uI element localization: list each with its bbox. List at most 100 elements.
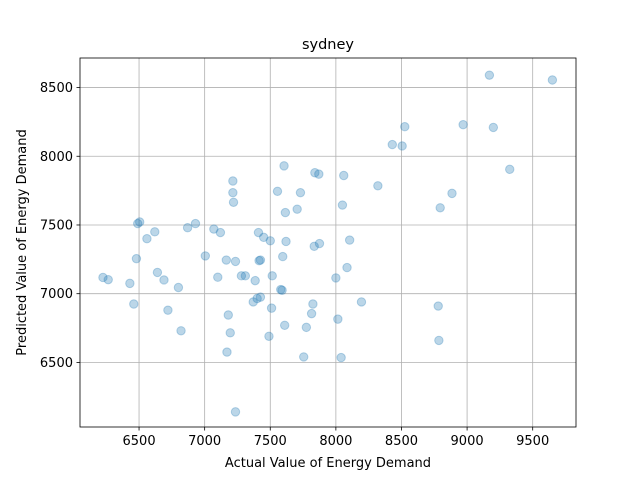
scatter-point <box>309 241 319 251</box>
scatter-point <box>215 227 226 238</box>
plot-frame <box>79 57 577 428</box>
scatter-point <box>339 170 349 181</box>
scatter-point <box>281 236 291 247</box>
scatter-point <box>314 169 324 179</box>
scatter-point <box>248 297 258 307</box>
scatter-point <box>277 285 287 295</box>
scatter-point <box>435 203 445 213</box>
scatter-point <box>133 218 143 229</box>
scatter-point <box>152 267 163 278</box>
scatter-point <box>331 273 341 283</box>
scatter-point <box>447 188 457 199</box>
scatter-point <box>356 297 367 307</box>
scatter-point <box>98 272 108 283</box>
x-ticks: 6500 7000 7500 8000 8500 9000 9500 <box>123 427 549 449</box>
scatter-point <box>373 181 383 191</box>
scatter-point <box>209 224 219 234</box>
scatter-point <box>433 301 443 311</box>
scatter-point <box>221 255 232 265</box>
chart-title: sydney <box>302 37 354 53</box>
scatter-point <box>230 407 241 417</box>
scatter-point <box>255 255 266 265</box>
scatter-point <box>213 272 223 282</box>
scatter-point <box>306 308 317 319</box>
points-layer <box>98 70 558 417</box>
y-tick-label: 7000 <box>40 287 73 302</box>
scatter-point <box>173 282 184 293</box>
scatter-point <box>200 251 211 261</box>
scatter-point <box>163 305 173 315</box>
scatter-point <box>295 187 306 198</box>
y-tick-label: 8500 <box>40 81 73 96</box>
scatter-point <box>278 251 288 262</box>
scatter-point <box>236 271 247 281</box>
x-tick-label: 7000 <box>188 434 221 449</box>
y-tick-label: 8000 <box>40 150 73 165</box>
scatter-point <box>125 278 135 289</box>
grid-layer <box>80 58 576 427</box>
scatter-point <box>240 271 251 281</box>
y-tick-label: 7500 <box>40 218 73 233</box>
scatter-point <box>253 227 264 238</box>
scatter-point <box>336 352 346 363</box>
scatter-point <box>299 352 309 362</box>
x-axis-title: Actual Value of Energy Demand <box>225 456 431 471</box>
scatter-point <box>259 232 269 243</box>
scatter-point <box>131 253 142 264</box>
scatter-point <box>264 331 274 341</box>
scatter-point <box>505 164 515 175</box>
scatter-point <box>182 223 193 233</box>
scatter-point <box>387 139 397 150</box>
scatter-point <box>310 168 320 178</box>
scatter-point <box>228 187 238 198</box>
scatter-point <box>265 236 275 246</box>
scatter-point <box>190 218 201 229</box>
scatter-point <box>255 292 266 302</box>
x-tick-label: 8500 <box>385 434 418 449</box>
scatter-point <box>142 234 152 244</box>
scatter-point <box>458 119 468 130</box>
x-tick-label: 9500 <box>516 434 549 449</box>
scatter-point <box>279 161 289 171</box>
x-tick-label: 8000 <box>319 434 352 449</box>
scatter-point <box>230 256 241 267</box>
scatter-point <box>434 335 444 346</box>
scatter-point <box>225 328 235 338</box>
scatter-point <box>135 217 145 227</box>
scatter-point <box>400 122 410 132</box>
scatter-point <box>280 207 291 218</box>
y-ticks: 6500 7000 7500 8000 8500 <box>40 81 80 371</box>
scatter-point <box>222 347 232 357</box>
x-tick-label: 9000 <box>451 434 484 449</box>
scatter-point <box>250 275 260 286</box>
y-tick-label: 6500 <box>40 356 73 371</box>
scatter-point <box>272 186 283 197</box>
scatter-point <box>103 274 113 285</box>
scatter-point <box>252 293 262 304</box>
scatter-point <box>344 235 355 245</box>
scatter-point <box>397 141 407 151</box>
scatter-point <box>129 299 139 309</box>
scatter-point <box>159 275 169 285</box>
x-tick-label: 7500 <box>254 434 287 449</box>
scatter-point <box>279 320 290 331</box>
scatter-point <box>266 303 277 313</box>
scatter-point <box>301 322 312 333</box>
scatter-point <box>342 262 352 273</box>
scatter-point <box>308 299 318 309</box>
scatter-point <box>292 204 302 214</box>
scatter-point <box>484 70 495 80</box>
scatter-point <box>488 122 499 133</box>
scatter-point <box>176 326 186 336</box>
y-axis-title: Predicted Value of Energy Demand <box>15 129 30 355</box>
scatter-point <box>150 227 160 237</box>
scatter-point <box>337 200 348 210</box>
scatter-point <box>228 176 238 186</box>
x-tick-label: 6500 <box>123 434 156 449</box>
scatter-point <box>228 197 239 208</box>
scatter-point <box>314 238 325 249</box>
scatter-point <box>223 310 233 320</box>
scatter-point <box>276 284 286 295</box>
scatter-point <box>547 75 558 85</box>
